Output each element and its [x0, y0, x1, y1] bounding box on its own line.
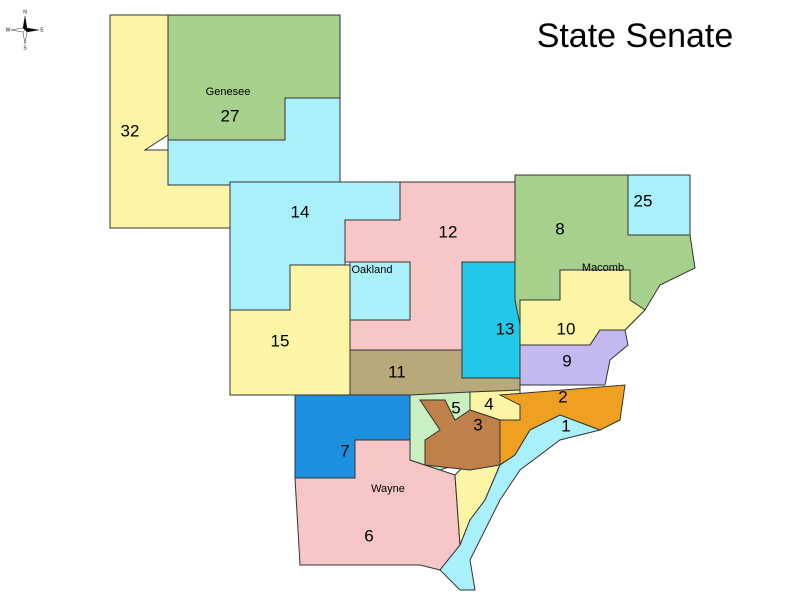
compass: N S E W [6, 9, 45, 51]
district-label: 15 [271, 331, 290, 350]
compass-s: S [23, 45, 27, 51]
district-area [349, 261, 411, 321]
district-label: 10 [557, 319, 576, 338]
district-label: 13 [496, 319, 515, 338]
county-label: Genesee [206, 86, 251, 98]
district-label: 12 [439, 222, 458, 241]
district-label: 1 [561, 416, 570, 435]
compass-n: N [23, 9, 27, 15]
district-label: 32 [121, 121, 140, 140]
district-label: 2 [558, 387, 567, 406]
district-label: 7 [340, 441, 349, 460]
compass-e: E [40, 27, 44, 33]
district-area [519, 329, 629, 386]
district-label: 8 [555, 219, 564, 238]
district-label: 11 [388, 362, 406, 381]
district-area [439, 414, 602, 591]
district-labels: 32 27 14 12 8 25 15 11 13 10 9 2 1 5 4 3… [121, 106, 653, 545]
district-label: 4 [484, 394, 493, 413]
districts [109, 14, 696, 591]
map-title: State Senate [537, 17, 734, 55]
county-label: Macomb [582, 262, 624, 274]
district-label: 9 [562, 351, 571, 370]
compass-w: W [6, 27, 11, 33]
county-label: Oakland [352, 264, 393, 276]
district-label: 3 [473, 415, 482, 434]
district-label: 14 [291, 202, 310, 221]
county-label: Wayne [371, 483, 405, 495]
district-label: 27 [221, 106, 240, 125]
district-area [627, 174, 691, 236]
district-label: 25 [634, 191, 653, 210]
district-label: 6 [364, 526, 373, 545]
county-labels: Genesee Oakland Macomb Wayne [206, 86, 624, 495]
district-label: 5 [451, 398, 460, 417]
